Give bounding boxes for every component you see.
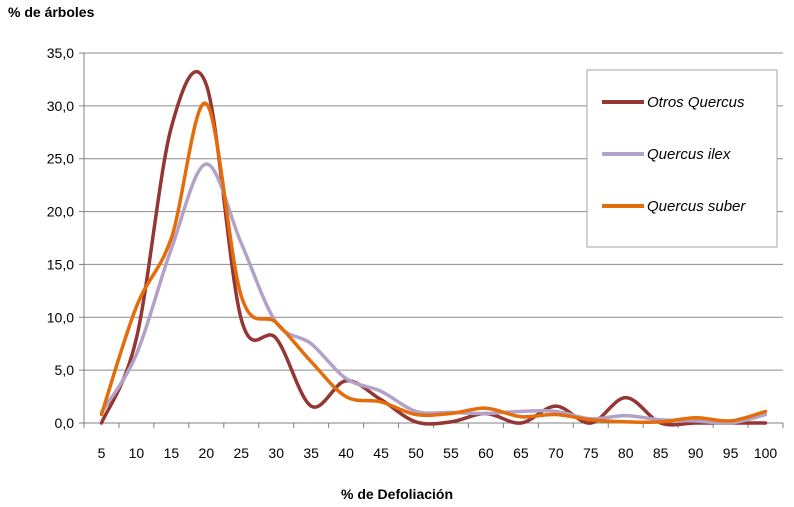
x-axis-title: % de Defoliación [340,486,454,502]
y-tick-label: 20,0 [47,204,74,220]
x-tick-label: 95 [723,445,739,461]
y-axis-title: % de árboles [8,4,95,20]
x-tick-label: 40 [338,445,354,461]
x-tick-label: 60 [478,445,494,461]
y-tick-label: 30,0 [47,98,74,114]
x-tick-label: 15 [164,445,180,461]
x-tick-label: 80 [618,445,634,461]
y-tick-label: 15,0 [47,256,74,272]
x-tick-label: 20 [199,445,215,461]
x-tick-label: 100 [754,445,778,461]
x-tick-label: 25 [233,445,249,461]
legend-label: Quercus suber [647,198,746,215]
x-tick-label: 5 [98,445,106,461]
y-tick-label: 0,0 [55,415,75,431]
x-tick-label: 35 [303,445,319,461]
x-tick-label: 50 [408,445,424,461]
series-line-3 [99,101,768,425]
x-tick-label: 65 [513,445,529,461]
y-tick-label: 10,0 [47,309,74,325]
legend-box [586,69,778,248]
y-tick-label: 5,0 [55,362,75,378]
x-tick-label: 30 [268,445,284,461]
legend-label: Otros Quercus [647,94,745,111]
x-tick-label: 90 [688,445,704,461]
x-tick-label: 70 [548,445,564,461]
x-tick-label: 75 [583,445,599,461]
x-tick-label: 55 [443,445,459,461]
y-tick-label: 25,0 [47,151,74,167]
x-tick-label: 10 [129,445,145,461]
x-tick-label: 85 [653,445,669,461]
legend-label: Quercus ilex [647,146,731,163]
series-line-2 [99,162,768,425]
y-tick-label: 35,0 [47,45,74,61]
x-tick-label: 45 [373,445,389,461]
